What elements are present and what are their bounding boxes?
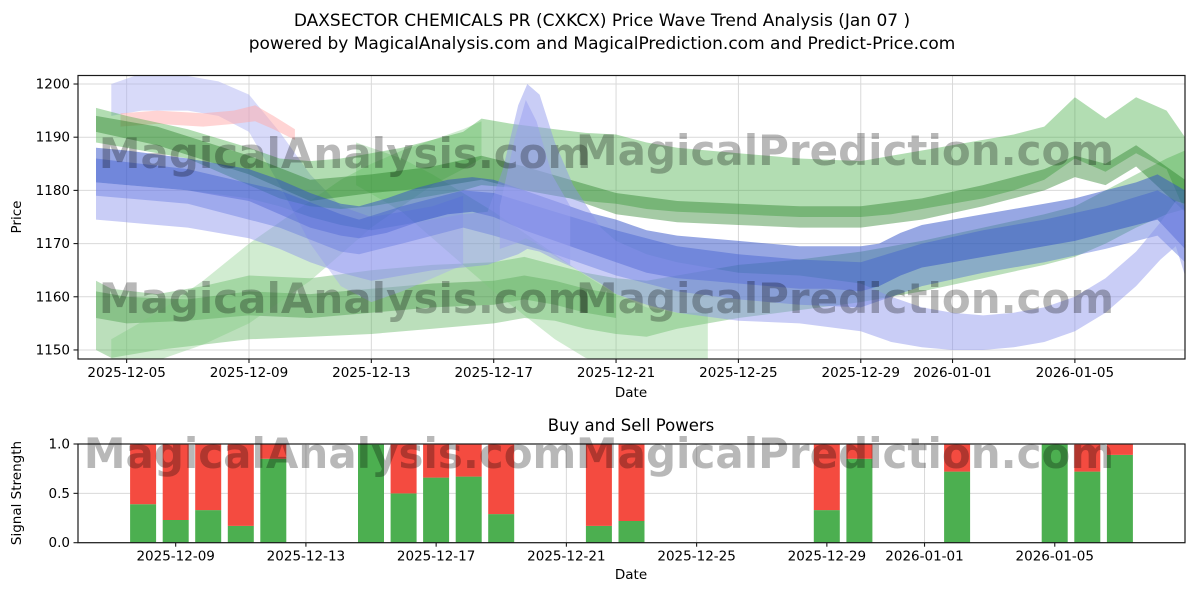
sell-bar-segment bbox=[1106, 444, 1133, 455]
sell-bar-segment bbox=[618, 444, 645, 521]
y-tick-label: 1160 bbox=[36, 289, 70, 305]
power-chart-title: Buy and Sell Powers bbox=[548, 416, 715, 435]
sell-bar-segment bbox=[944, 444, 971, 472]
buy-bar-segment bbox=[944, 471, 971, 543]
lavender-band bbox=[96, 84, 1185, 350]
buy-bar-segment bbox=[227, 525, 254, 543]
green-dark-core-band bbox=[96, 115, 1185, 228]
sell-bar-segment bbox=[195, 444, 222, 511]
x-tick-label: 2026-01-01 bbox=[913, 365, 991, 381]
y-tick-label: 1190 bbox=[36, 130, 70, 146]
watermark-text: MagicalAnalysis.com bbox=[99, 274, 592, 323]
buy-bar-segment bbox=[813, 510, 840, 543]
y-tick-label: 0.5 bbox=[49, 486, 70, 502]
power-x-axis-label: Date bbox=[615, 567, 647, 583]
watermark-text: MagicalPrediction.com bbox=[576, 274, 1114, 323]
plot-content bbox=[130, 444, 1133, 543]
y-tick-label: 1170 bbox=[36, 236, 70, 252]
pink-band bbox=[120, 105, 295, 140]
green-bottom-band bbox=[96, 150, 1185, 358]
buy-bar-segment bbox=[260, 458, 287, 543]
price-y-axis-label: Price bbox=[9, 201, 25, 234]
sell-bar-segment bbox=[130, 444, 157, 505]
y-tick-label: 1.0 bbox=[49, 437, 70, 453]
sell-bar-segment bbox=[162, 444, 189, 520]
buy-bar-segment bbox=[585, 525, 612, 543]
power-y-axis-label: Signal Strength bbox=[9, 441, 25, 545]
green-rising-band bbox=[111, 121, 482, 359]
plot-content bbox=[96, 75, 1185, 359]
watermark-text: MagicalPrediction.com bbox=[576, 429, 1114, 478]
buy-bar-segment bbox=[1106, 454, 1133, 543]
x-tick-label: 2025-12-05 bbox=[87, 365, 165, 381]
x-tick-label: 2025-12-25 bbox=[657, 549, 735, 565]
sell-bar-segment bbox=[260, 444, 287, 459]
buy-bar-segment bbox=[846, 458, 873, 543]
y-tick-label: 1200 bbox=[36, 77, 70, 93]
x-tick-label: 2025-12-09 bbox=[210, 365, 288, 381]
x-tick-label: 2026-01-01 bbox=[885, 549, 963, 565]
price-wave-chart: 2025-12-05 2025-12-09 2025-12-13 2025-12-17… bbox=[36, 74, 1186, 381]
green-bottom-core-band bbox=[96, 275, 617, 324]
buy-bar-segment bbox=[488, 514, 515, 543]
buy-bar-segment bbox=[455, 476, 482, 543]
x-tick-label: 2025-12-29 bbox=[788, 549, 866, 565]
x-tick-label: 2025-12-17 bbox=[397, 549, 475, 565]
sell-bar-segment bbox=[813, 444, 840, 511]
green-upper-band bbox=[96, 97, 1185, 217]
buy-bar-segment bbox=[1074, 471, 1101, 543]
watermark-text: MagicalAnalysis.com bbox=[84, 429, 577, 478]
x-tick-label: 2025-12-29 bbox=[822, 365, 900, 381]
y-tick-label: 1150 bbox=[36, 342, 70, 358]
x-tick-label: 2025-12-17 bbox=[454, 365, 532, 381]
x-tick-label: 2025-12-13 bbox=[332, 365, 410, 381]
sell-bar-segment bbox=[585, 444, 612, 526]
sell-bar-segment bbox=[423, 444, 450, 478]
chart-suptitle-line1: DAXSECTOR CHEMICALS PR (CXKCX) Price Wav… bbox=[294, 11, 910, 31]
buy-bar-segment bbox=[390, 493, 417, 543]
lavender-spike-inner-band bbox=[499, 100, 571, 265]
y-tick-label: 1180 bbox=[36, 183, 70, 199]
sell-bar-segment bbox=[390, 444, 417, 494]
x-tick-label: 2025-12-21 bbox=[577, 365, 655, 381]
sell-bar-segment bbox=[488, 444, 515, 515]
buy-bar-segment bbox=[130, 504, 157, 543]
x-tick-label: 2026-01-05 bbox=[1016, 549, 1094, 565]
price-x-axis-label: Date bbox=[615, 385, 647, 401]
watermark-text: MagicalPrediction.com bbox=[576, 126, 1114, 175]
y-tick-label: 0.0 bbox=[49, 535, 70, 551]
watermark-layer: MagicalAnalysis.comMagicalPrediction.com… bbox=[84, 126, 1114, 478]
signal-strength-chart: 2025-12-09 2025-12-13 2025-12-17 2025-12-21… bbox=[49, 437, 1186, 565]
buy-bar-segment bbox=[358, 444, 384, 543]
x-tick-label: 2025-12-21 bbox=[527, 549, 605, 565]
buy-bar-segment bbox=[162, 520, 189, 543]
plot-border bbox=[77, 74, 1186, 360]
sell-bar-segment bbox=[227, 444, 254, 526]
buy-bar-segment bbox=[618, 521, 645, 543]
buy-bar-segment bbox=[1041, 444, 1068, 543]
sell-bar-segment bbox=[846, 444, 873, 459]
x-tick-label: 2025-12-13 bbox=[267, 549, 345, 565]
sell-bar-segment bbox=[1074, 444, 1101, 472]
sell-bar-segment bbox=[455, 444, 482, 477]
blue-main-band bbox=[96, 147, 1185, 292]
watermark-text: MagicalAnalysis.com bbox=[99, 129, 592, 178]
x-tick-label: 2025-12-09 bbox=[136, 549, 214, 565]
buy-bar-segment bbox=[195, 510, 222, 543]
chart-suptitle-line2: powered by MagicalAnalysis.com and Magic… bbox=[249, 34, 956, 54]
x-tick-label: 2026-01-05 bbox=[1036, 365, 1114, 381]
buy-bar-segment bbox=[423, 477, 450, 543]
x-tick-label: 2025-12-25 bbox=[699, 365, 777, 381]
